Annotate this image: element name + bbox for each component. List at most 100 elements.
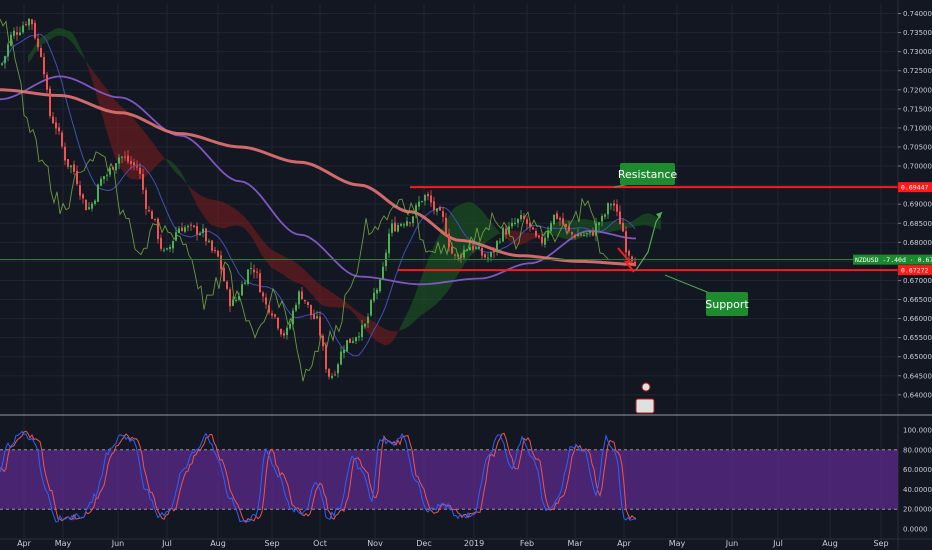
candle-up — [475, 247, 477, 249]
price-tick-label: 0.71500 — [903, 105, 932, 113]
cloud-bear — [502, 230, 544, 245]
candle-up — [406, 221, 408, 226]
time-tick-label: May — [55, 539, 72, 548]
candle-down — [34, 23, 36, 39]
price-tick-label: 0.64000 — [903, 391, 932, 399]
candle-up — [1, 63, 3, 65]
candle-up — [286, 327, 288, 336]
candle-down — [268, 305, 270, 313]
candle-up — [355, 337, 357, 342]
candle-up — [403, 224, 405, 226]
candle-up — [586, 233, 588, 235]
candle-down — [313, 314, 315, 320]
candle-down — [538, 235, 540, 238]
candle-down — [541, 236, 543, 244]
candle-down — [448, 233, 450, 247]
candles — [1, 17, 636, 380]
candle-down — [85, 199, 87, 211]
candle-up — [610, 204, 612, 206]
candle-down — [157, 218, 159, 240]
candle-up — [70, 165, 72, 168]
candle-up — [412, 216, 414, 224]
candle-up — [238, 295, 240, 300]
time-tick-label: Dec — [416, 539, 431, 548]
candle-down — [394, 222, 396, 232]
time-tick-label: Mar — [567, 539, 583, 548]
time-tick-label: May — [669, 539, 686, 548]
time-tick-label: 2019 — [464, 539, 484, 548]
oscillator-tick-label: 100.0000 — [903, 427, 932, 435]
candle-down — [265, 297, 267, 305]
candle-up — [169, 246, 171, 250]
price-tick-label: 0.69000 — [903, 201, 932, 209]
candle-up — [340, 351, 342, 365]
price-tick-label: 0.66000 — [903, 315, 932, 323]
ma-long-line — [0, 88, 636, 266]
candle-up — [382, 266, 384, 279]
resistance-callout-box — [620, 163, 675, 185]
time-tick-label: Nov — [367, 539, 383, 548]
price-tick-label: 0.65500 — [903, 334, 932, 342]
candle-down — [307, 301, 309, 306]
event-marker-icon — [641, 382, 651, 392]
candle-down — [55, 122, 57, 129]
support-price-tag — [898, 265, 932, 276]
candle-up — [97, 184, 99, 202]
candle-up — [520, 215, 522, 220]
candle-down — [409, 222, 411, 224]
candle-down — [493, 250, 495, 253]
support-callout-label: Support — [705, 298, 749, 311]
price-axis: 0.74000 0.73500 0.73000 0.72500 0.72000 0.715… — [898, 10, 932, 399]
resistance-price-tag — [898, 182, 932, 193]
candle-up — [316, 316, 318, 319]
event-marker-badge-icon — [635, 398, 655, 414]
candle-up — [202, 228, 204, 233]
candle-down — [328, 368, 330, 377]
candle-down — [205, 228, 207, 242]
candle-up — [418, 201, 420, 207]
candle-up — [604, 214, 606, 217]
candle-up — [331, 375, 333, 378]
candle-down — [127, 155, 129, 162]
candle-down — [217, 250, 219, 257]
candle-down — [451, 246, 453, 254]
candle-up — [607, 203, 609, 215]
candle-down — [154, 218, 156, 220]
price-tick-label: 0.68000 — [903, 239, 932, 247]
candle-down — [625, 231, 627, 253]
candle-down — [571, 232, 573, 235]
candle-down — [253, 269, 255, 273]
candle-down — [631, 256, 633, 262]
candle-up — [400, 224, 402, 226]
candle-down — [628, 250, 630, 256]
price-tick-label: 0.65000 — [903, 353, 932, 361]
candle-up — [487, 257, 489, 259]
candle-up — [553, 214, 555, 225]
candle-down — [529, 222, 531, 227]
candle-down — [310, 304, 312, 315]
candle-up — [166, 248, 168, 250]
candle-down — [619, 211, 621, 225]
resistance-callout-label: Resistance — [618, 168, 678, 181]
candle-down — [211, 240, 213, 251]
time-tick-label: Apr — [17, 539, 32, 548]
candle-down — [322, 335, 324, 347]
candle-down — [262, 292, 264, 297]
candle-up — [199, 233, 201, 236]
candle-up — [391, 223, 393, 233]
candle-up — [232, 299, 234, 306]
cloud-bull — [28, 27, 88, 68]
candle-up — [298, 291, 300, 305]
candle-up — [208, 240, 210, 242]
support-callout-pointer — [664, 274, 713, 295]
time-tick-label: Aug — [822, 539, 838, 548]
candle-up — [370, 300, 372, 316]
candle-down — [214, 250, 216, 252]
price-tick-label: 0.71000 — [903, 124, 932, 132]
time-tick-label: Jun — [725, 539, 739, 548]
candle-up — [595, 223, 597, 236]
candle-up — [490, 252, 492, 257]
candle-down — [568, 226, 570, 232]
candle-down — [277, 317, 279, 329]
